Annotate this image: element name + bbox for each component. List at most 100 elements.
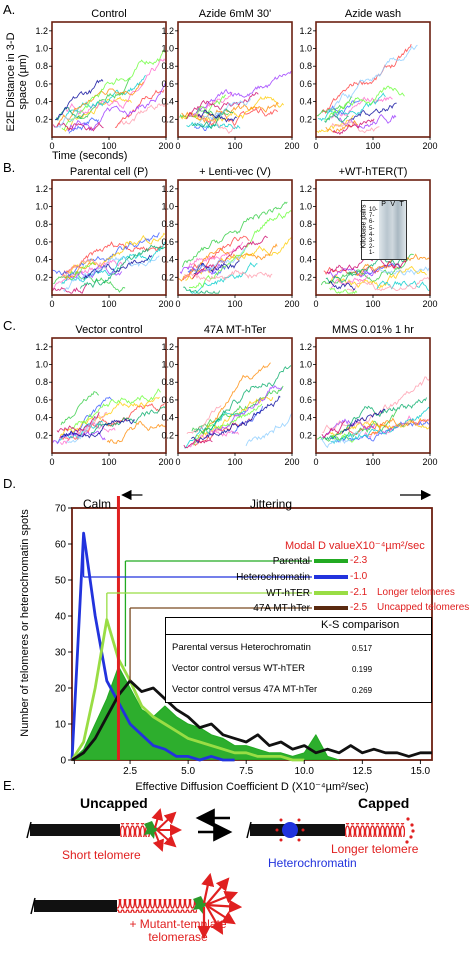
y-tick-label: 1.2 <box>299 184 312 194</box>
y-tick-label: 0.8 <box>161 377 174 387</box>
trajectory-line <box>245 413 292 447</box>
x-tick-label: 100 <box>227 141 242 151</box>
panel-title: Azide wash <box>345 8 401 20</box>
gel-marker: 4- <box>369 231 375 238</box>
d-x-tick-label: 5.0 <box>181 766 195 777</box>
trajectory-line <box>60 418 136 439</box>
d-ylabel: Number of telomeres or heterochromatin s… <box>19 509 31 737</box>
trajectory-panel: Azide wash 0.2 0.4 0.6 0.8 1.0 1.2 0 100 200 <box>299 8 437 151</box>
d-x-tick-label: 15.0 <box>411 766 431 777</box>
y-tick-label: 0.2 <box>299 430 312 440</box>
trajectory-line <box>317 409 398 442</box>
panel-label-b: B. <box>3 160 16 175</box>
y-tick-label: 1.2 <box>161 184 174 194</box>
panel-label-d: D. <box>3 476 16 491</box>
trajectory-line <box>183 438 213 449</box>
y-tick-label: 1.0 <box>299 44 312 54</box>
modal-value-heterochromatin: -1.0 <box>350 571 368 582</box>
d-y-tick-label: 50 <box>55 576 67 587</box>
trajectory-line <box>186 405 222 435</box>
trajectory-line <box>328 281 356 291</box>
trajectory-line <box>323 264 402 277</box>
d-y-tick-label: 40 <box>55 612 67 623</box>
trajectory-line <box>377 266 430 276</box>
short-telomere-label: Short telomere <box>62 848 141 862</box>
trajectory-line <box>194 98 252 125</box>
d-y-tick-label: 20 <box>55 684 67 695</box>
x-tick-label: 200 <box>158 457 173 467</box>
trajectory-panel: Control 0.2 0.4 0.6 0.8 1.0 1.2 0 100 200 <box>35 8 173 151</box>
heterochromatin-label: Heterochromatin <box>268 856 357 870</box>
trajectory-line <box>194 107 278 127</box>
ks-table-header: K-S comparison <box>321 619 400 631</box>
trajectory-lines <box>52 232 166 294</box>
mutant-jitter-arrows <box>197 872 243 940</box>
x-tick-label: 200 <box>284 299 299 309</box>
y-tick-label: 0.2 <box>161 114 174 124</box>
trajectory-line <box>55 78 104 121</box>
y-tick-label: 1.0 <box>161 44 174 54</box>
y-tick-label: 1.2 <box>299 342 312 352</box>
trajectory-lines <box>179 70 292 134</box>
heterochromatin-dots <box>275 818 305 842</box>
d-x-tick-label: 10.0 <box>295 766 315 777</box>
mutant-label: + Mutant-template telomerase <box>108 918 248 944</box>
panel-title: Azide 6mM 30' <box>199 8 271 20</box>
series-line <box>70 618 305 762</box>
trajectory-lines <box>320 253 430 295</box>
trajectory-line <box>194 247 247 274</box>
d-y-tick-label: 0 <box>60 756 66 767</box>
equilibrium-arrows <box>195 808 233 842</box>
series-line <box>71 679 432 762</box>
trajectory-line <box>191 395 281 444</box>
trajectory-line <box>67 232 166 274</box>
trajectory-line <box>68 117 99 134</box>
trajectory-line <box>325 119 358 133</box>
x-tick-label: 100 <box>365 457 380 467</box>
trajectory-line <box>321 43 412 114</box>
x-tick-label: 0 <box>175 299 180 309</box>
trajectory-line <box>341 408 386 434</box>
x-tick-label: 200 <box>422 299 437 309</box>
trajectory-line <box>376 280 430 291</box>
trajectory-line <box>118 103 166 125</box>
trajectory-line <box>350 102 397 121</box>
legend-label-wt: WT-hTER <box>266 588 310 599</box>
telomere-schematic <box>26 808 415 940</box>
modal-value-mt: -2.5 <box>350 602 368 613</box>
trajectory-line <box>184 269 273 283</box>
x-tick-label: 0 <box>313 299 318 309</box>
panel-label-a: A. <box>3 2 16 17</box>
trajectory-line <box>90 406 166 434</box>
y-tick-label: 0.8 <box>161 219 174 229</box>
y-tick-label: 0.8 <box>299 61 312 71</box>
y-tick-label: 0.2 <box>35 272 48 282</box>
y-tick-label: 1.0 <box>299 202 312 212</box>
y-tick-label: 1.0 <box>35 360 48 370</box>
y-tick-label: 0.8 <box>35 219 48 229</box>
series-line <box>71 665 340 761</box>
x-tick-label: 200 <box>284 141 299 151</box>
y-tick-label: 0.6 <box>35 237 48 247</box>
trajectory-lines <box>52 388 166 445</box>
long-telomere-coil <box>345 823 405 837</box>
y-tick-label: 0.8 <box>299 219 312 229</box>
trajectory-line <box>346 276 430 293</box>
y-tick-label: 1.2 <box>299 26 312 36</box>
trajectory-line <box>191 385 284 432</box>
x-tick-label: 0 <box>313 457 318 467</box>
trajectory-line <box>193 418 253 447</box>
x-tick-label: 100 <box>365 299 380 309</box>
x-tick-label: 100 <box>101 457 116 467</box>
y-tick-label: 0.4 <box>299 255 312 265</box>
y-tick-label: 0.6 <box>299 237 312 247</box>
chromosome-bar <box>34 900 119 912</box>
y-tick-label: 0.6 <box>35 395 48 405</box>
trajectory-line <box>67 264 123 279</box>
d-y-tick-label: 10 <box>55 720 67 731</box>
trajectory-line <box>61 49 166 131</box>
trajectory-line <box>330 406 430 445</box>
y-tick-label: 1.0 <box>35 202 48 212</box>
chromosome-bar <box>30 824 122 836</box>
trajectory-line <box>60 421 116 445</box>
